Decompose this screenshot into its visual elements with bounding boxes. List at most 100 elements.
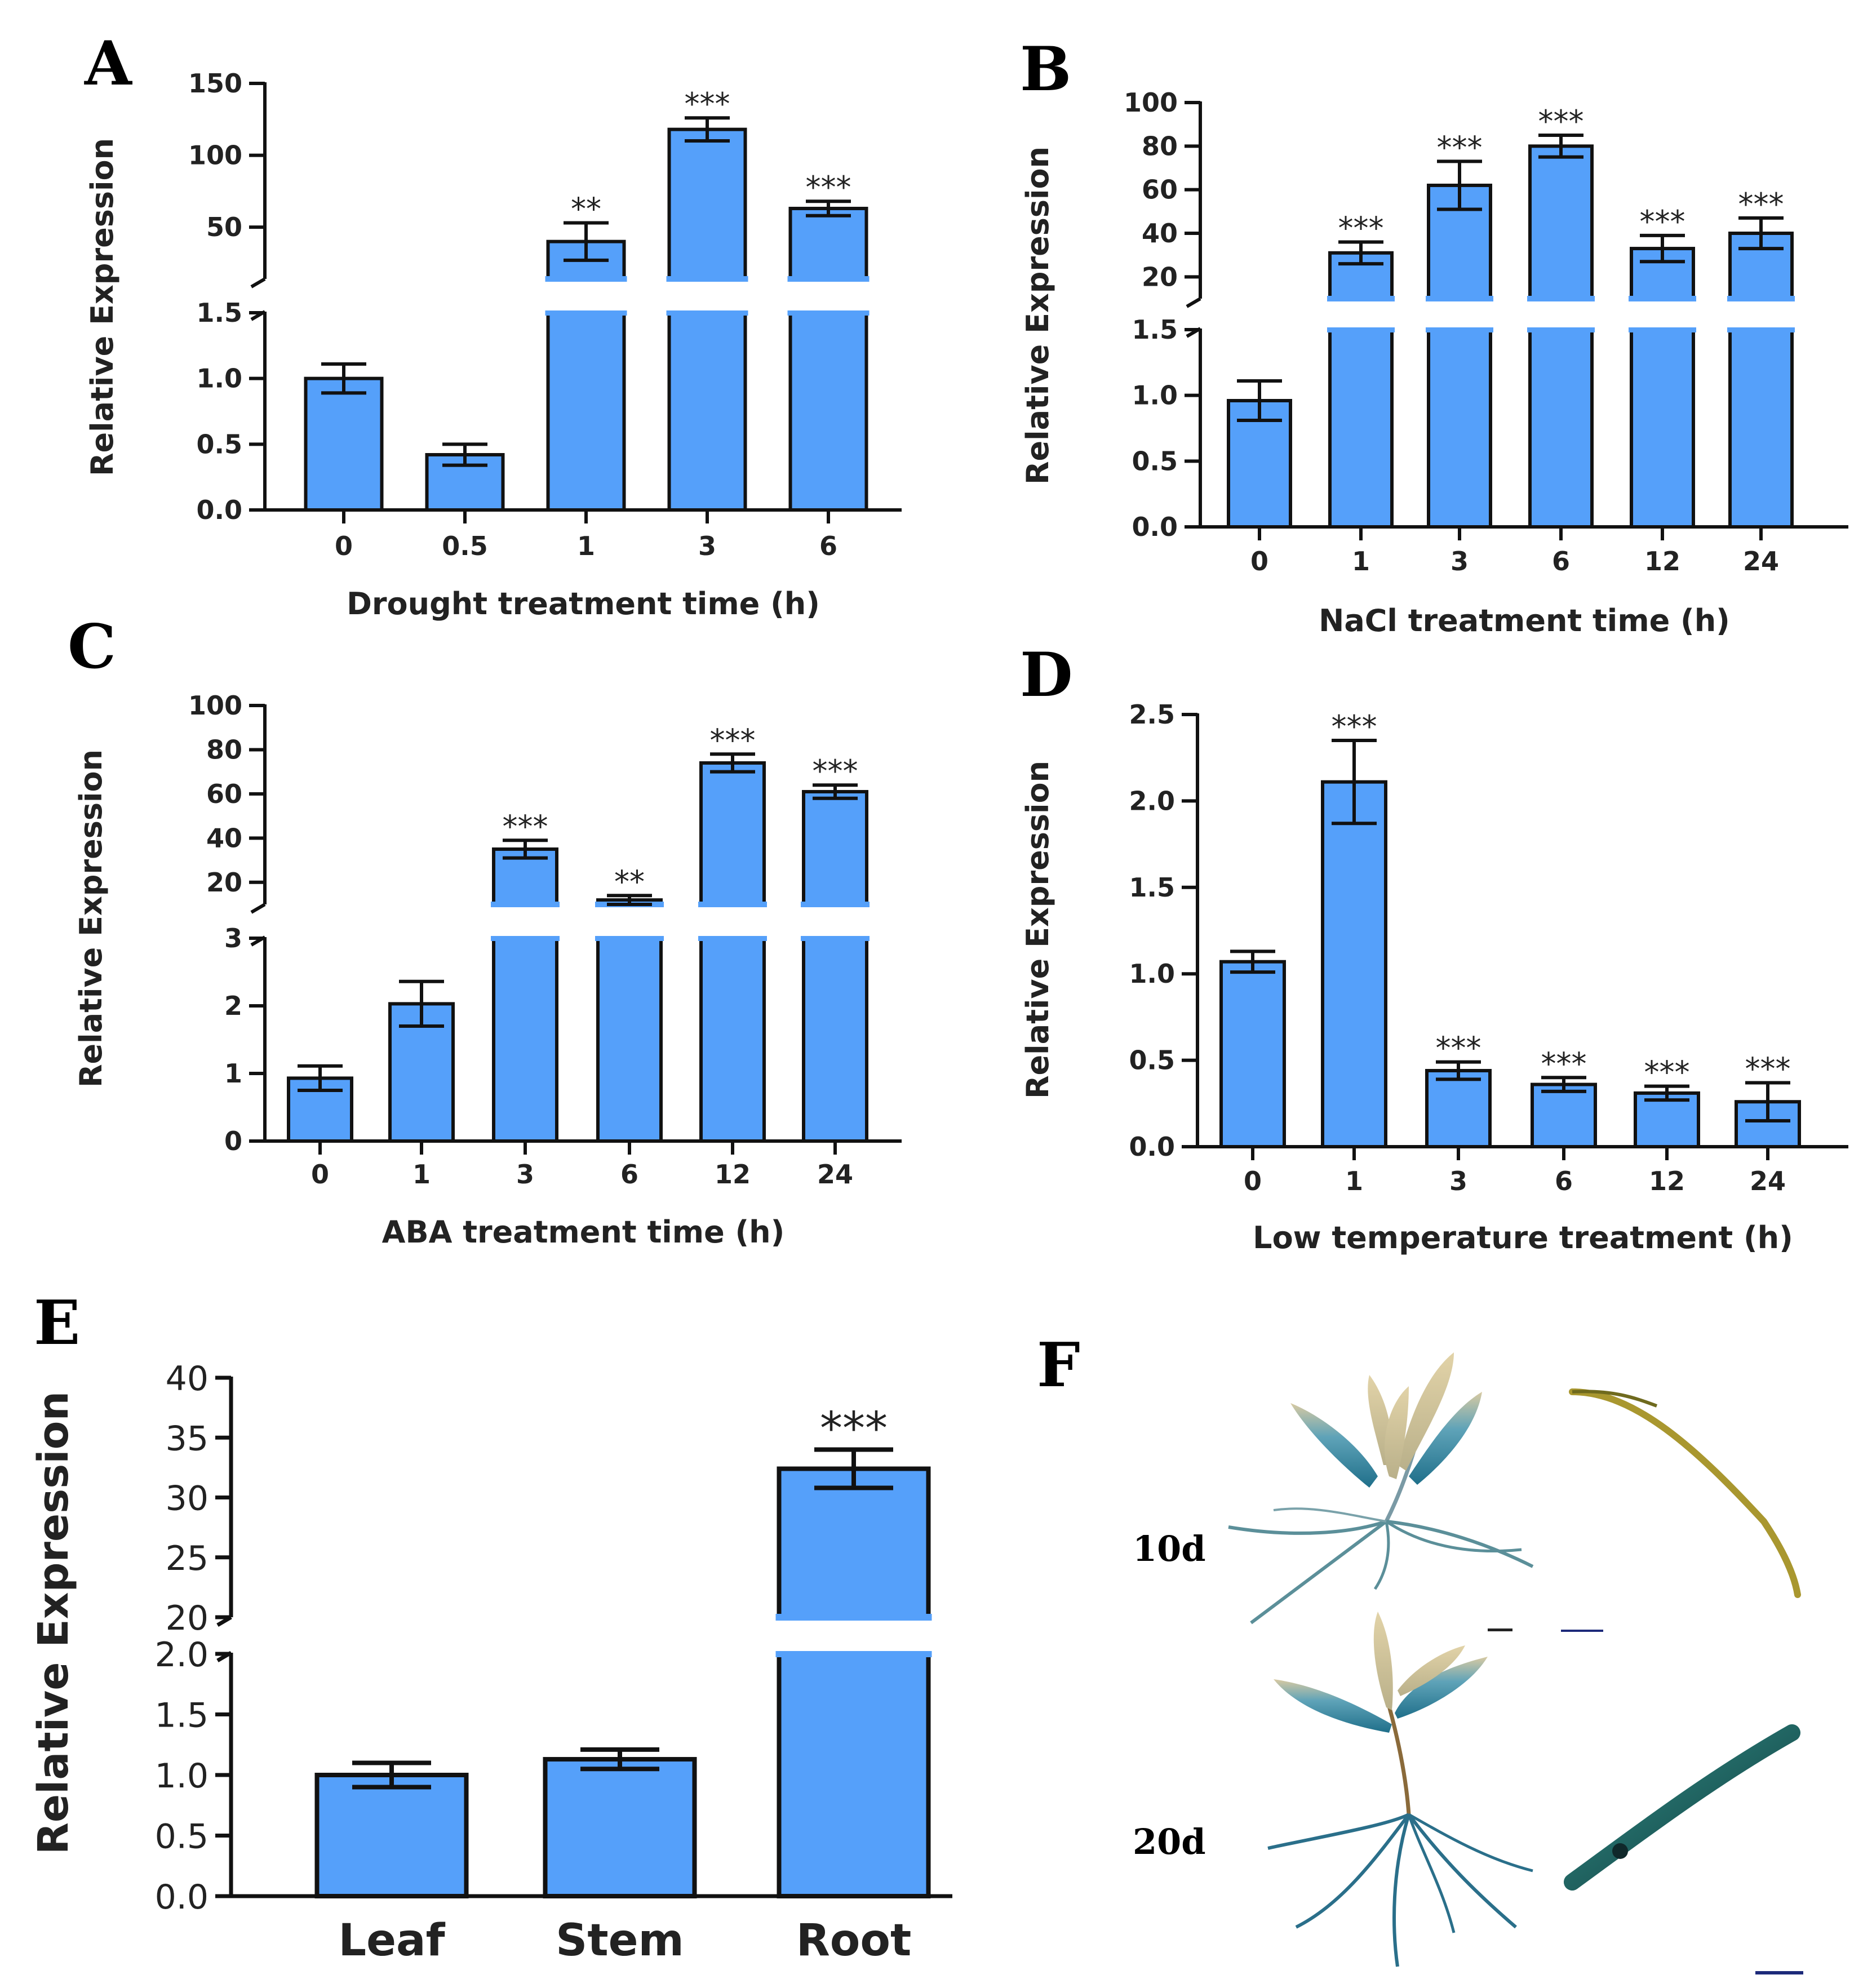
bar-a-0 bbox=[304, 376, 384, 512]
bar-break-cap-upper bbox=[1527, 296, 1595, 301]
y-tick-b-1.0: 1.0 bbox=[1132, 380, 1178, 411]
x-tick-b-3: 3 bbox=[1451, 546, 1469, 576]
stage-label-20d: 20d bbox=[1133, 1821, 1206, 1862]
x-tick-b-0: 0 bbox=[1250, 546, 1268, 576]
x-tick-d-6: 6 bbox=[1555, 1166, 1573, 1196]
panel-letter-d: D bbox=[1020, 640, 1073, 711]
error-bar-e-Root bbox=[814, 1447, 893, 1490]
x-tick-a-3: 3 bbox=[698, 531, 716, 561]
bar-break-cap-lower bbox=[698, 936, 767, 941]
x-tick-d-24: 24 bbox=[1750, 1166, 1786, 1196]
bar-e-Leaf bbox=[314, 1773, 469, 1898]
y-tick-e-20: 20 bbox=[166, 1599, 209, 1638]
x-tick-d-0: 0 bbox=[1244, 1166, 1262, 1196]
y-axis-label-d: Relative Expression bbox=[1020, 761, 1055, 1099]
x-tick-b-24: 24 bbox=[1743, 546, 1779, 576]
bar-break-cap-upper bbox=[787, 276, 870, 282]
bar-d-12 bbox=[1634, 1091, 1700, 1148]
seedling-photo-10d bbox=[1228, 1352, 1534, 1631]
y-tick-a-0.5: 0.5 bbox=[197, 429, 243, 459]
error-bar-a-1 bbox=[564, 221, 609, 262]
y-tick-d-1.5: 1.5 bbox=[1129, 872, 1176, 903]
y-tick-e-30: 30 bbox=[166, 1479, 209, 1519]
axis-break-mark bbox=[250, 935, 266, 947]
y-tick-e-2.0: 2.0 bbox=[155, 1635, 209, 1675]
y-tick-c-20: 20 bbox=[206, 867, 242, 898]
y-tick-e-35: 35 bbox=[166, 1419, 209, 1458]
x-tick-e-Stem: Stem bbox=[556, 1915, 684, 1966]
y-tick-b-100: 100 bbox=[1124, 87, 1178, 118]
panel-letter-a: A bbox=[84, 28, 133, 99]
significance-d-24: *** bbox=[1745, 1051, 1791, 1086]
bar-break-cap-upper bbox=[1426, 296, 1493, 301]
y-tick-b-0.0: 0.0 bbox=[1132, 512, 1178, 542]
bar-break-cap-upper bbox=[666, 276, 748, 282]
error-bar-a-0 bbox=[321, 362, 366, 395]
x-tick-c-1: 1 bbox=[412, 1159, 431, 1190]
x-axis-label-d: Low temperature treatment (h) bbox=[1253, 1220, 1793, 1255]
bar-c-24-upper bbox=[802, 789, 868, 907]
bar-d-0 bbox=[1219, 960, 1286, 1148]
y-tick-b-1.5: 1.5 bbox=[1132, 314, 1178, 345]
error-bar-c-24 bbox=[813, 783, 858, 800]
y-tick-c-80: 80 bbox=[206, 734, 242, 765]
panel-letter-e: E bbox=[34, 1288, 80, 1359]
bar-c-3-lower bbox=[492, 937, 558, 1143]
bar-c-24-lower bbox=[802, 937, 868, 1143]
bar-d-1 bbox=[1321, 780, 1387, 1148]
significance-d-3: *** bbox=[1436, 1031, 1481, 1066]
bar-b-1-lower bbox=[1328, 328, 1394, 529]
y-tick-e-40: 40 bbox=[166, 1359, 209, 1399]
chart-b: B 0 *** 1 *** 3 *** 6 *** 12 *** 24 0.0 0.5 1.0 1.5 20 40… bbox=[1020, 34, 1848, 638]
x-tick-d-1: 1 bbox=[1345, 1166, 1363, 1196]
error-bar-d-6 bbox=[1541, 1076, 1586, 1093]
error-bar-b-1 bbox=[1338, 240, 1383, 266]
bar-break-cap-lower bbox=[801, 936, 870, 941]
y-tick-c-40: 40 bbox=[206, 823, 242, 853]
panel-letter-f: F bbox=[1037, 1330, 1080, 1401]
y-tick-b-60: 60 bbox=[1142, 175, 1178, 205]
x-tick-d-3: 3 bbox=[1449, 1166, 1467, 1196]
bar-b-24-lower bbox=[1728, 328, 1794, 529]
y-tick-d-2.0: 2.0 bbox=[1129, 786, 1176, 816]
axis-break-mark bbox=[216, 1650, 232, 1663]
bar-d-6 bbox=[1531, 1082, 1597, 1148]
root-photo-10d bbox=[1561, 1388, 1801, 1632]
y-tick-e-1.0: 1.0 bbox=[155, 1756, 209, 1796]
error-bar-d-3 bbox=[1436, 1060, 1481, 1081]
bar-b-3-lower bbox=[1427, 328, 1492, 529]
error-bar-b-3 bbox=[1437, 159, 1482, 211]
error-bar-d-12 bbox=[1644, 1084, 1689, 1102]
y-tick-e-25: 25 bbox=[166, 1539, 209, 1578]
y-tick-e-1.5: 1.5 bbox=[155, 1696, 209, 1736]
panel-letter-b: B bbox=[1020, 34, 1071, 105]
bar-break-cap-upper bbox=[775, 1614, 932, 1621]
axis-break-mark bbox=[216, 1615, 232, 1627]
y-tick-a-100: 100 bbox=[188, 140, 242, 171]
y-tick-a-0.0: 0.0 bbox=[197, 495, 243, 525]
bar-break-cap-lower bbox=[666, 310, 748, 316]
bar-break-cap-lower bbox=[1727, 327, 1795, 332]
error-bar-d-0 bbox=[1230, 949, 1275, 974]
bar-a-1-lower bbox=[546, 311, 626, 512]
x-axis-label-c: ABA treatment time (h) bbox=[382, 1214, 785, 1250]
axis-break-mark bbox=[250, 310, 266, 321]
y-tick-c-2: 2 bbox=[224, 991, 242, 1021]
y-tick-e-0.0: 0.0 bbox=[155, 1878, 209, 1917]
bar-break-cap-upper bbox=[545, 276, 627, 282]
y-tick-d-0.5: 0.5 bbox=[1129, 1045, 1176, 1076]
bar-b-6-upper bbox=[1528, 144, 1594, 300]
significance-e-Root: *** bbox=[820, 1403, 888, 1455]
significance-b-6: *** bbox=[1538, 104, 1584, 139]
significance-c-6: ** bbox=[614, 864, 645, 899]
x-tick-c-24: 24 bbox=[817, 1159, 853, 1190]
bar-e-Stem bbox=[543, 1757, 697, 1899]
y-tick-e-0.5: 0.5 bbox=[155, 1817, 209, 1857]
bar-break-cap-upper bbox=[1327, 296, 1395, 301]
bar-break-cap-upper bbox=[698, 902, 767, 907]
bar-break-cap-upper bbox=[1727, 296, 1795, 301]
significance-d-12: *** bbox=[1644, 1055, 1690, 1090]
axis-break-mark bbox=[1186, 327, 1201, 338]
significance-b-3: *** bbox=[1437, 130, 1483, 165]
bar-a-3-upper bbox=[667, 127, 747, 281]
